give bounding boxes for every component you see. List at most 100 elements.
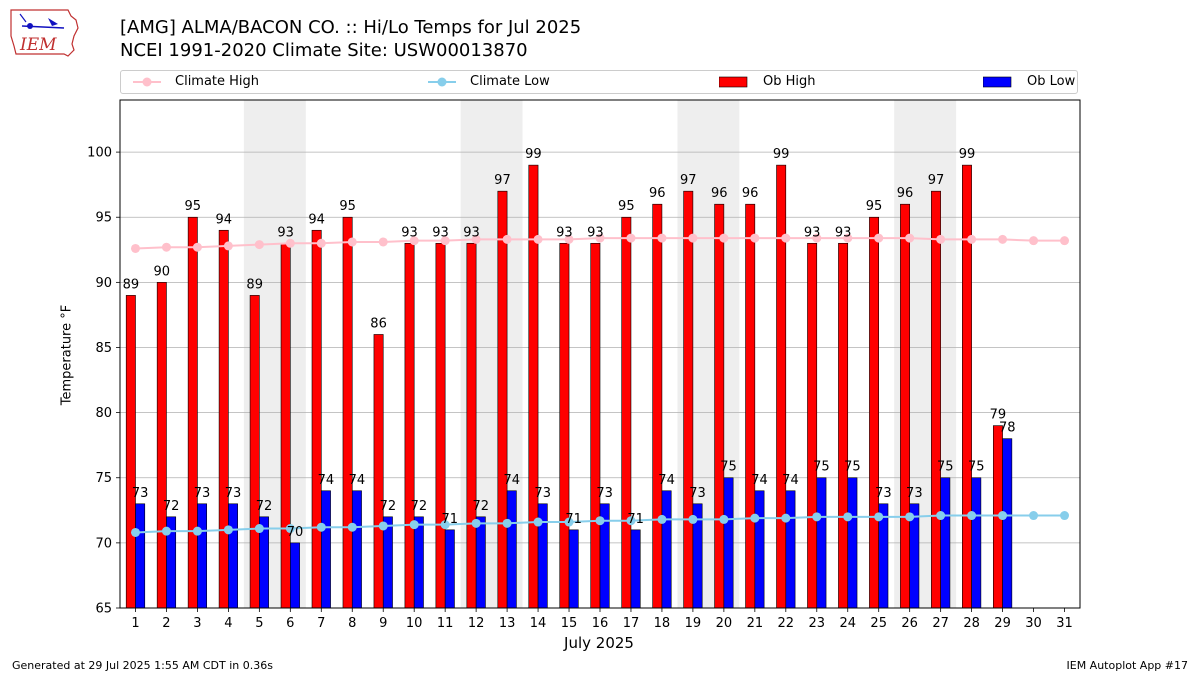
y-tick-label: 65	[95, 602, 112, 617]
x-tick-label: 2	[162, 616, 170, 631]
ob-high-value-label: 86	[370, 316, 387, 331]
ob-low-value-label: 75	[844, 460, 861, 475]
ob-low-value-label: 78	[999, 421, 1016, 436]
x-tick-label: 25	[870, 616, 887, 631]
climate-high-point	[688, 233, 698, 243]
ob-high-bar	[435, 242, 446, 609]
ob-high-bar	[900, 203, 910, 609]
climate-high-point	[161, 242, 171, 252]
ob-high-value-label: 93	[432, 225, 449, 240]
legend-swatch-ob-low	[983, 76, 1012, 88]
ob-low-value-label: 72	[163, 499, 180, 514]
ob-low-bar	[754, 490, 765, 609]
ob-high-value-label: 93	[277, 225, 294, 240]
climate-high-point	[347, 237, 357, 247]
ob-low-value-label: 73	[194, 486, 211, 501]
ob-low-bar	[382, 516, 393, 609]
ob-low-value-label: 72	[380, 499, 397, 514]
legend-swatch-climate-low	[428, 77, 456, 87]
ob-high-bar	[590, 242, 601, 609]
y-axis-label: Temperature °F	[59, 304, 75, 406]
climate-low-point	[347, 522, 357, 532]
ob-high-value-label: 96	[897, 186, 914, 201]
climate-low-point	[750, 513, 760, 523]
ob-low-value-label: 75	[720, 460, 737, 475]
climate-high-point	[440, 236, 450, 246]
ob-low-bar	[940, 477, 951, 609]
climate-low-point	[192, 526, 202, 536]
climate-high-point	[1060, 236, 1070, 246]
climate-low-point	[843, 512, 853, 522]
x-tick-label: 22	[778, 616, 795, 631]
climate-low-point	[378, 521, 388, 531]
ob-high-bar	[280, 242, 291, 609]
ob-high-value-label: 97	[680, 173, 697, 188]
ob-high-bar	[838, 242, 849, 609]
ob-high-value-label: 95	[866, 199, 883, 214]
ob-high-bar	[869, 216, 880, 609]
x-tick-label: 18	[654, 616, 671, 631]
climate-high-point	[998, 234, 1008, 244]
climate-low-point	[564, 517, 574, 527]
x-axis-label: July 2025	[564, 634, 634, 652]
x-tick-label: 7	[317, 616, 325, 631]
legend-label: Ob High	[763, 74, 816, 89]
climate-high-point	[254, 240, 264, 250]
climate-high-point	[750, 233, 760, 243]
climate-low-point	[316, 522, 326, 532]
ob-high-value-label: 90	[154, 264, 171, 279]
x-tick-label: 20	[716, 616, 733, 631]
x-tick-label: 28	[963, 616, 980, 631]
chart-subtitle: NCEI 1991-2020 Climate Site: USW00013870	[120, 40, 528, 61]
x-tick-label: 30	[1025, 616, 1042, 631]
climate-low-point	[998, 511, 1008, 521]
climate-low-point	[254, 524, 264, 534]
climate-low-point	[533, 517, 543, 527]
climate-low-point	[1029, 511, 1039, 521]
climate-high-point	[502, 234, 512, 244]
x-tick-label: 26	[901, 616, 918, 631]
legend-label: Ob Low	[1027, 74, 1076, 89]
climate-high-point	[316, 238, 326, 248]
x-tick-label: 19	[685, 616, 702, 631]
climate-high-point	[533, 234, 543, 244]
climate-low-point	[657, 514, 667, 524]
ob-low-bar	[1002, 438, 1013, 609]
ob-low-bar	[971, 477, 982, 609]
ob-high-value-label: 99	[773, 147, 790, 162]
ob-low-value-label: 73	[906, 486, 923, 501]
ob-low-value-label: 71	[627, 512, 644, 527]
ob-high-bar	[156, 282, 167, 609]
ob-low-bar	[351, 490, 362, 609]
ob-high-value-label: 96	[711, 186, 728, 201]
climate-low-point	[471, 518, 481, 528]
climate-high-point	[657, 233, 667, 243]
ob-high-value-label: 89	[123, 277, 140, 292]
ob-low-bar	[568, 529, 579, 609]
climate-high-point	[130, 243, 140, 253]
ob-high-value-label: 94	[308, 212, 325, 227]
climate-high-point	[223, 241, 233, 251]
climate-high-point	[409, 236, 419, 246]
ob-high-bar	[373, 334, 384, 609]
ob-low-value-label: 73	[875, 486, 892, 501]
x-tick-label: 5	[255, 616, 263, 631]
y-tick-label: 95	[95, 211, 112, 226]
ob-low-value-label: 73	[132, 486, 149, 501]
climate-high-point	[471, 234, 481, 244]
ob-high-value-label: 97	[928, 173, 945, 188]
climate-lines	[130, 233, 1070, 537]
ob-low-value-label: 72	[256, 499, 273, 514]
ob-high-bar	[187, 216, 198, 609]
climate-high-point	[874, 233, 884, 243]
ob-high-value-label: 95	[618, 199, 635, 214]
ob-high-bar	[249, 295, 260, 609]
climate-high-point	[936, 234, 946, 244]
ob-high-bar	[528, 164, 539, 609]
ob-high-bar	[776, 164, 787, 609]
ob-high-bar	[621, 216, 632, 609]
x-tick-label: 15	[561, 616, 578, 631]
ob-high-bar	[807, 242, 818, 609]
ob-low-value-label: 75	[937, 460, 954, 475]
